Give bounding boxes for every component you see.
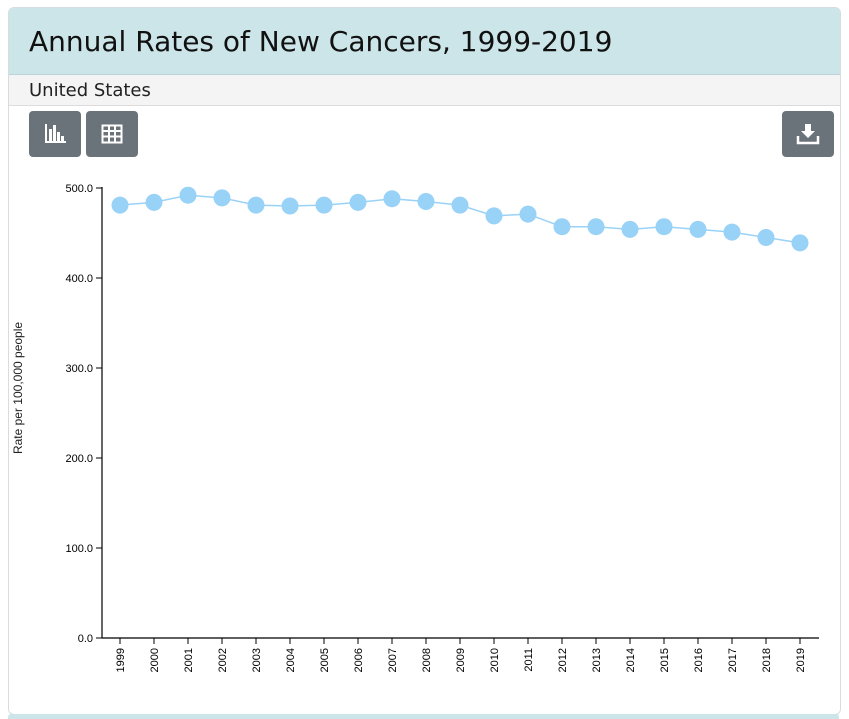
data-point[interactable] [247,196,265,214]
x-tick-label: 2006 [353,648,365,672]
data-point[interactable] [723,223,741,241]
bottom-strip [8,714,839,719]
data-point[interactable] [621,220,639,238]
data-points [111,186,809,252]
x-ticks: 1999 2000 2001 2002 2003 2004 2005 2006 2007 2008… [115,638,807,672]
location-label: United States [29,79,151,101]
data-point[interactable] [791,234,809,252]
x-tick-label: 2007 [387,648,399,672]
table-view-button[interactable] [86,111,138,157]
chart-view-button[interactable] [29,111,81,157]
x-tick-label: 2018 [761,648,773,672]
chart-card: Annual Rates of New Cancers, 1999-2019 U… [8,7,841,715]
data-point[interactable] [451,196,469,214]
x-tick-label: 2014 [625,648,637,672]
x-tick-label: 2010 [489,648,501,672]
table-grid-icon [101,124,123,144]
x-tick-label: 1999 [115,648,127,672]
data-point[interactable] [281,197,299,215]
page-title: Annual Rates of New Cancers, 1999-2019 [29,24,613,58]
x-tick-label: 2001 [183,648,195,672]
data-point[interactable] [417,193,435,210]
y-tick-label: 100.0 [65,543,93,555]
x-tick-label: 2012 [557,648,569,672]
data-point[interactable] [179,186,197,204]
data-point[interactable] [315,196,333,214]
x-tick-label: 2003 [251,648,263,672]
data-point[interactable] [111,196,129,214]
y-tick-label: 500.0 [65,183,93,195]
download-button[interactable] [782,111,834,157]
y-ticks: 0.0 100.0 200.0 300.0 400.0 500.0 [65,183,102,645]
data-point[interactable] [553,218,571,236]
x-tick-label: 2005 [319,648,331,672]
data-point[interactable] [145,193,163,211]
x-tick-label: 2000 [149,648,161,672]
x-tick-label: 2011 [523,648,535,672]
y-tick-label: 400.0 [65,273,93,285]
x-tick-label: 2017 [727,648,739,672]
data-point[interactable] [485,207,503,225]
y-tick-label: 300.0 [65,363,93,375]
y-tick-label: 200.0 [65,453,93,465]
download-icon [796,124,820,145]
data-point[interactable] [383,190,401,208]
bar-chart-icon [45,124,66,143]
y-axis-label: Rate per 100,000 people [11,322,25,454]
x-tick-label: 2015 [659,648,671,672]
data-point[interactable] [757,229,775,246]
data-point[interactable] [655,218,673,236]
data-point[interactable] [519,205,537,223]
x-tick-label: 2008 [421,648,433,672]
data-point[interactable] [349,193,367,211]
card-header: Annual Rates of New Cancers, 1999-2019 [9,8,840,75]
x-tick-label: 2019 [795,648,807,672]
x-tick-label: 2004 [285,648,297,672]
x-tick-label: 2013 [591,648,603,672]
data-point[interactable] [689,220,707,238]
x-tick-label: 2009 [455,648,467,672]
y-tick-label: 0.0 [78,633,93,645]
x-tick-label: 2016 [693,648,705,672]
x-tick-label: 2002 [217,648,229,672]
data-point[interactable] [213,189,231,207]
location-bar: United States [9,75,840,106]
data-point[interactable] [587,218,605,236]
